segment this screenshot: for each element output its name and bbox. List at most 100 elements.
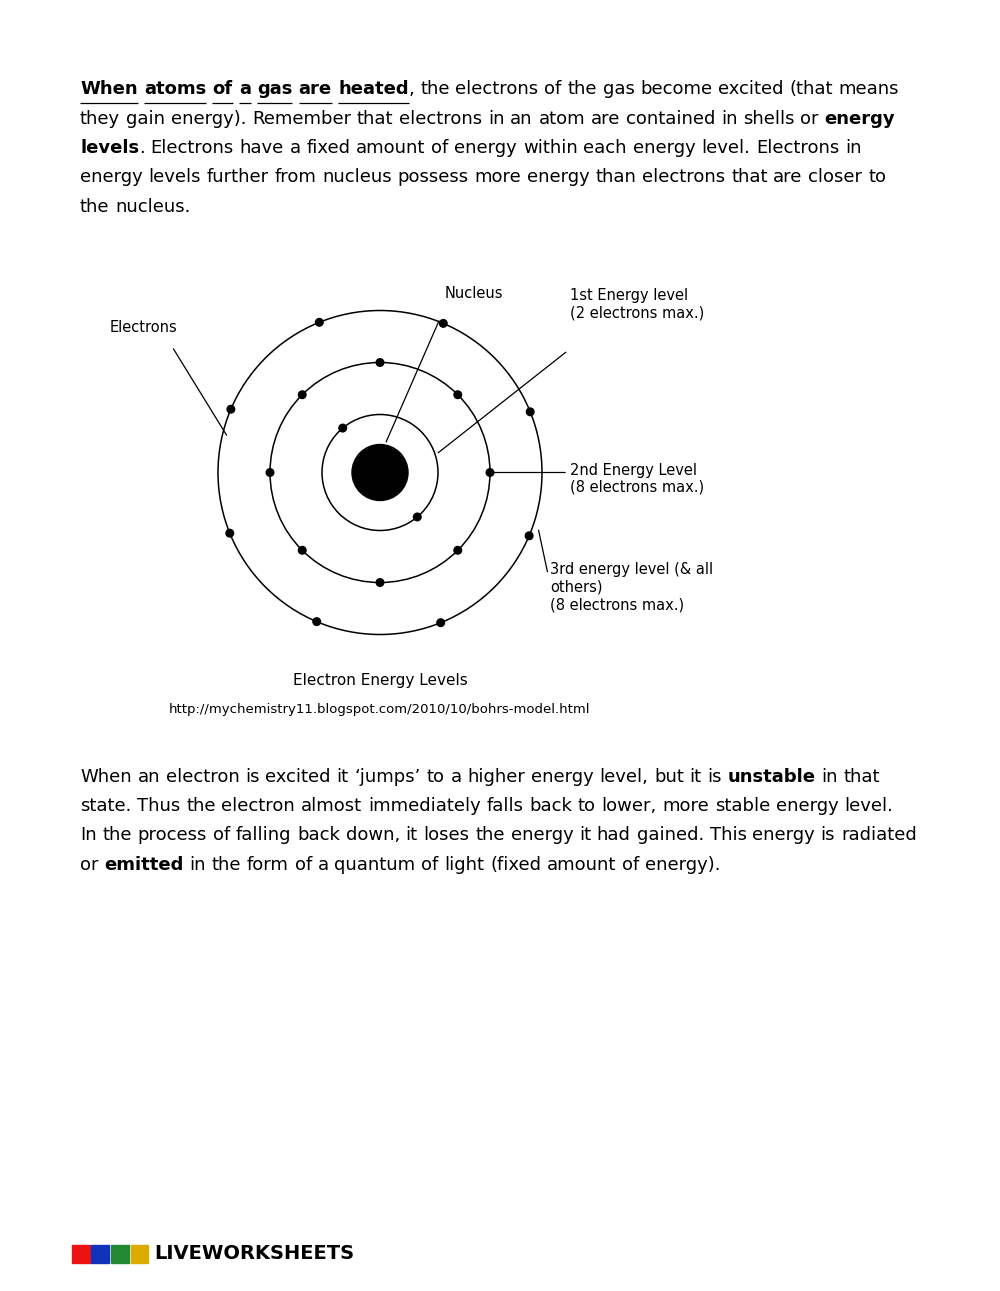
Text: it: it (337, 768, 349, 785)
Text: energy).: energy). (171, 110, 246, 128)
Text: Electron Energy Levels: Electron Energy Levels (293, 673, 467, 688)
Text: shells: shells (743, 110, 795, 128)
Text: a: a (290, 139, 301, 158)
Text: gas: gas (602, 80, 634, 98)
Text: it: it (579, 826, 591, 844)
Text: gain: gain (126, 110, 165, 128)
Text: unstable: unstable (728, 768, 816, 785)
Text: or: or (80, 856, 98, 874)
Text: In: In (80, 826, 97, 844)
Text: form: form (247, 856, 289, 874)
Text: of: of (295, 856, 312, 874)
Text: are: are (773, 169, 803, 186)
Text: levels: levels (148, 169, 201, 186)
Text: state.: state. (80, 797, 131, 815)
Text: (that: (that (789, 80, 833, 98)
Text: loses: loses (424, 826, 470, 844)
Text: more: more (475, 169, 521, 186)
Text: of: of (213, 826, 230, 844)
Text: further: further (207, 169, 269, 186)
Text: excited: excited (265, 768, 331, 785)
Text: energy: energy (531, 768, 594, 785)
Text: When: When (80, 80, 138, 98)
Text: or: or (800, 110, 819, 128)
Circle shape (454, 546, 462, 554)
Text: levels: levels (80, 139, 139, 158)
Text: amount: amount (547, 856, 616, 874)
Circle shape (486, 469, 494, 476)
Text: falls: falls (486, 797, 523, 815)
Text: but: but (654, 768, 684, 785)
Text: more: more (662, 797, 709, 815)
Text: that: that (357, 110, 393, 128)
Text: excited: excited (718, 80, 784, 98)
Text: are: are (591, 110, 620, 128)
Text: LIVEWORKSHEETS: LIVEWORKSHEETS (154, 1245, 354, 1264)
Text: the: the (186, 797, 216, 815)
Text: energy: energy (527, 169, 590, 186)
Text: have: have (240, 139, 284, 158)
Text: an: an (137, 768, 160, 785)
Text: Remember: Remember (252, 110, 351, 128)
Text: .: . (139, 139, 145, 158)
Text: contained: contained (626, 110, 715, 128)
Text: the: the (212, 856, 241, 874)
Text: means: means (838, 80, 899, 98)
Text: stable: stable (715, 797, 770, 815)
Text: each: each (583, 139, 627, 158)
Text: of: of (421, 856, 439, 874)
Text: to: to (578, 797, 596, 815)
Text: nucleus: nucleus (322, 169, 392, 186)
Text: that: that (731, 169, 768, 186)
Text: closer: closer (808, 169, 862, 186)
Text: in: in (189, 856, 206, 874)
Circle shape (454, 391, 462, 399)
Circle shape (316, 319, 323, 327)
Circle shape (525, 532, 533, 540)
Text: back: back (529, 797, 572, 815)
Text: energy: energy (752, 826, 815, 844)
Text: it: it (406, 826, 418, 844)
Circle shape (298, 391, 306, 399)
Text: energy: energy (633, 139, 695, 158)
Text: a: a (450, 768, 462, 785)
Text: that: that (844, 768, 880, 785)
Text: process: process (138, 826, 207, 844)
Text: quantum: quantum (334, 856, 416, 874)
Bar (111, 1245, 128, 1263)
Text: This: This (710, 826, 747, 844)
Text: is: is (821, 826, 835, 844)
Text: higher: higher (467, 768, 525, 785)
Text: the: the (420, 80, 450, 98)
Text: is: is (245, 768, 260, 785)
Text: almost: almost (301, 797, 362, 815)
Text: of: of (212, 80, 233, 98)
Text: heated: heated (338, 80, 409, 98)
Text: electrons: electrons (455, 80, 538, 98)
Text: the: the (102, 826, 132, 844)
Text: level.: level. (844, 797, 893, 815)
Text: nucleus.: nucleus. (115, 198, 191, 216)
Bar (91, 1245, 109, 1263)
Text: falling: falling (236, 826, 291, 844)
Text: in: in (822, 768, 838, 785)
Bar (130, 1245, 148, 1263)
Text: level,: level, (599, 768, 648, 785)
Text: an: an (510, 110, 533, 128)
Text: the: the (475, 826, 505, 844)
Text: down,: down, (346, 826, 400, 844)
Circle shape (413, 513, 421, 520)
Text: had: had (597, 826, 631, 844)
Text: the: the (80, 198, 110, 216)
Text: of: of (544, 80, 562, 98)
Text: 2nd Energy Level
(8 electrons max.): 2nd Energy Level (8 electrons max.) (570, 462, 704, 494)
Text: energy: energy (776, 797, 839, 815)
Text: emitted: emitted (104, 856, 184, 874)
Circle shape (376, 578, 384, 586)
Text: energy: energy (454, 139, 517, 158)
Text: atom: atom (538, 110, 585, 128)
Text: fixed: fixed (307, 139, 351, 158)
Circle shape (313, 618, 321, 625)
Text: in: in (721, 110, 738, 128)
Text: of: of (431, 139, 449, 158)
